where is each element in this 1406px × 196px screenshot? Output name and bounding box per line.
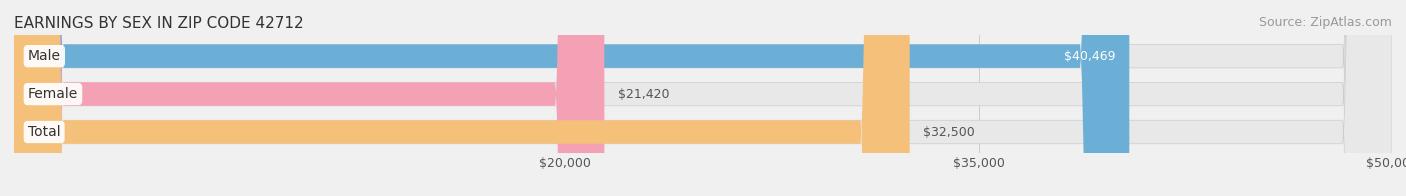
- Text: EARNINGS BY SEX IN ZIP CODE 42712: EARNINGS BY SEX IN ZIP CODE 42712: [14, 16, 304, 31]
- FancyBboxPatch shape: [14, 0, 605, 196]
- Text: $21,420: $21,420: [619, 88, 669, 101]
- FancyBboxPatch shape: [14, 0, 1392, 196]
- Text: Source: ZipAtlas.com: Source: ZipAtlas.com: [1258, 16, 1392, 29]
- Text: Male: Male: [28, 49, 60, 63]
- FancyBboxPatch shape: [14, 0, 1392, 196]
- Text: $40,469: $40,469: [1064, 50, 1115, 63]
- Text: Female: Female: [28, 87, 79, 101]
- Text: Total: Total: [28, 125, 60, 139]
- Text: $32,500: $32,500: [924, 125, 976, 139]
- FancyBboxPatch shape: [14, 0, 910, 196]
- FancyBboxPatch shape: [14, 0, 1392, 196]
- FancyBboxPatch shape: [14, 0, 1129, 196]
